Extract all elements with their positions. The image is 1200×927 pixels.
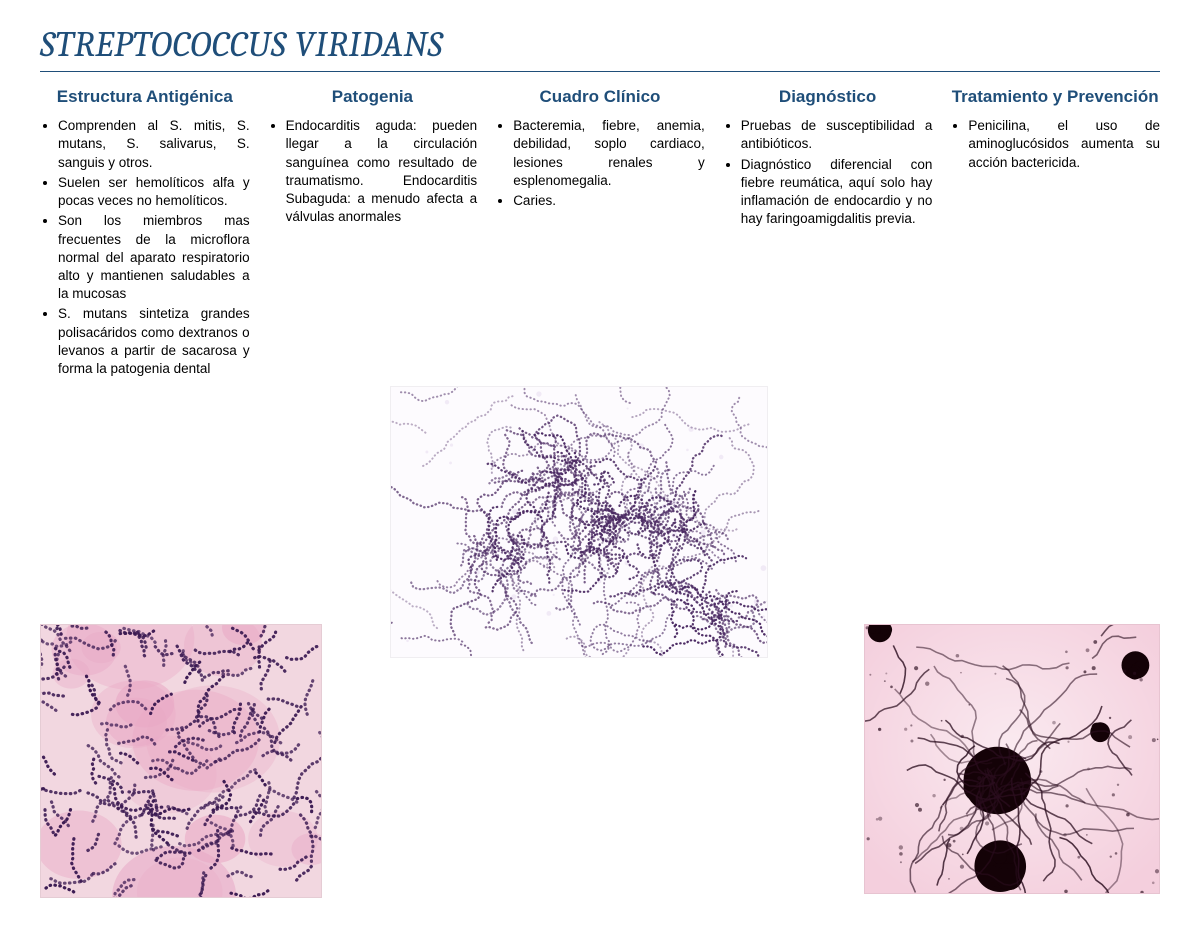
col-patogenia: Patogenia Endocarditis aguda: pueden lle… (268, 86, 478, 380)
bullet-list: Pruebas de susceptibilidad a antibiótico… (723, 117, 933, 228)
bullet-item: Bacteremia, fiebre, anemia, debilidad, s… (513, 117, 705, 190)
microscopy-center (390, 386, 768, 658)
col-heading: Estructura Antigénica (40, 86, 250, 107)
bullet-item: Penicilina, el uso de aminoglucósidos au… (968, 117, 1160, 172)
bullet-item: Comprenden al S. mitis, S. mutans, S. sa… (58, 117, 250, 172)
col-cuadro: Cuadro Clínico Bacteremia, fiebre, anemi… (495, 86, 705, 380)
col-heading: Patogenia (268, 86, 478, 107)
col-diagnostico: Diagnóstico Pruebas de susceptibilidad a… (723, 86, 933, 380)
columns-container: Estructura Antigénica Comprenden al S. m… (40, 86, 1160, 380)
bullet-item: Caries. (513, 192, 705, 210)
col-estructura: Estructura Antigénica Comprenden al S. m… (40, 86, 250, 380)
col-heading: Cuadro Clínico (495, 86, 705, 107)
bullet-list: Penicilina, el uso de aminoglucósidos au… (950, 117, 1160, 172)
bullet-list: Endocarditis aguda: pueden llegar a la c… (268, 117, 478, 226)
bullet-item: Son los miembros mas frecuentes de la mi… (58, 212, 250, 303)
col-heading: Diagnóstico (723, 86, 933, 107)
microscopy-left (40, 624, 322, 898)
bullet-item: S. mutans sintetiza grandes polisacárido… (58, 305, 250, 378)
bullet-list: Bacteremia, fiebre, anemia, debilidad, s… (495, 117, 705, 210)
bullet-item: Suelen ser hemolíticos alfa y pocas vece… (58, 174, 250, 210)
page-title: STREPTOCOCCUS VIRIDANS (40, 24, 1160, 72)
col-tratamiento: Tratamiento y Prevención Penicilina, el … (950, 86, 1160, 380)
bullet-item: Endocarditis aguda: pueden llegar a la c… (286, 117, 478, 226)
col-heading: Tratamiento y Prevención (950, 86, 1160, 107)
bullet-list: Comprenden al S. mitis, S. mutans, S. sa… (40, 117, 250, 378)
microscopy-right (864, 624, 1160, 894)
bullet-item: Pruebas de susceptibilidad a antibiótico… (741, 117, 933, 153)
bullet-item: Diagnóstico diferencial con fiebre reumá… (741, 156, 933, 229)
